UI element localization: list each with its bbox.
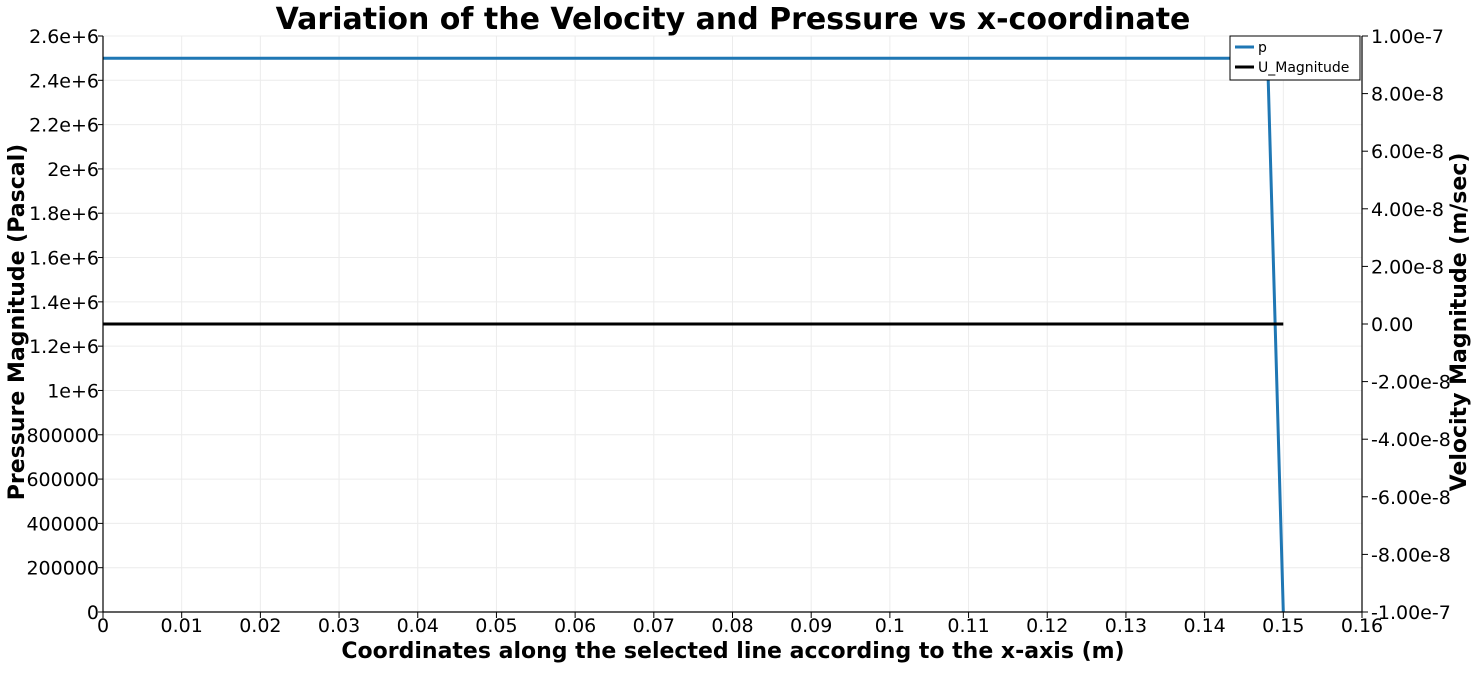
x-tick-label: 0.02: [239, 615, 281, 637]
axes-layer: 0 0.01 0.02 0.03 0.04 0.05 0.06 0.07 0.08 0.09 0.1…: [26, 26, 1450, 637]
legend-label-u-magnitude: U_Magnitude: [1258, 60, 1349, 76]
x-tick-label: 0.12: [1026, 615, 1068, 637]
x-tick-label: 0.16: [1341, 615, 1383, 637]
legend-label-p: p: [1258, 40, 1267, 56]
y-left-tick-label: 600000: [26, 469, 99, 491]
chart-title: Variation of the Velocity and Pressure v…: [276, 2, 1191, 37]
x-tick-label: 0.15: [1262, 615, 1304, 637]
y-left-tick-label: 1e+6: [47, 380, 99, 402]
y-left-tick-label: 400000: [26, 513, 99, 535]
y-right-tick-label: -2.00e-8: [1371, 372, 1451, 394]
x-tick-label: 0.03: [318, 615, 360, 637]
x-tick-label: 0: [97, 615, 109, 637]
x-tick-label: 0.07: [633, 615, 675, 637]
y-left-tick-label: 0: [87, 602, 99, 624]
y-left-tick-label: 1.6e+6: [29, 248, 99, 270]
y-left-tick-label: 1.2e+6: [29, 336, 99, 358]
x-tick-label: 0.06: [554, 615, 596, 637]
y-right-tick-label: 4.00e-8: [1371, 199, 1444, 221]
y-right-tick-label: -6.00e-8: [1371, 487, 1451, 509]
y-right-tick-label: 6.00e-8: [1371, 141, 1444, 163]
y-left-tick-label: 1.4e+6: [29, 292, 99, 314]
y-left-tick-label: 200000: [26, 558, 99, 580]
x-axis-title: Coordinates along the selected line acco…: [341, 639, 1124, 664]
legend[interactable]: p U_Magnitude: [1229, 35, 1361, 81]
y-right-tick-label: -8.00e-8: [1371, 544, 1451, 566]
x-tick-label: 0.09: [790, 615, 832, 637]
y-left-tick-label: 1.8e+6: [29, 203, 99, 225]
series-layer: [103, 56, 1285, 613]
x-tick-label: 0.04: [397, 615, 439, 637]
x-tick-label: 0.1: [875, 615, 905, 637]
y-right-tick-label: 0.00: [1371, 314, 1413, 336]
y-left-tick-label: 2e+6: [47, 159, 99, 181]
y-axis-left-title: Pressure Magnitude (Pascal): [5, 144, 30, 500]
y-right-tick-label: 1.00e-7: [1371, 26, 1444, 48]
y-left-tick-label: 800000: [26, 425, 99, 447]
y-right-tick-label: 8.00e-8: [1371, 84, 1444, 106]
legend-box: [1229, 35, 1361, 81]
y-left-tick-label: 2.2e+6: [29, 115, 99, 137]
x-tick-label: 0.01: [161, 615, 203, 637]
y-right-tick-label: -1.00e-7: [1371, 602, 1451, 624]
x-tick-label: 0.11: [947, 615, 989, 637]
x-tick-label: 0.08: [711, 615, 753, 637]
y-left-tick-label: 2.6e+6: [29, 26, 99, 48]
y-axis-right-title: Velocity Magnitude (m/sec): [1447, 153, 1472, 492]
series-line-p: [103, 56, 1285, 613]
x-tick-label: 0.05: [475, 615, 517, 637]
y-right-tick-label: -4.00e-8: [1371, 429, 1451, 451]
y-left-tick-label: 2.4e+6: [29, 70, 99, 92]
y-right-tick-label: 2.00e-8: [1371, 256, 1444, 278]
x-tick-label: 0.14: [1183, 615, 1225, 637]
x-tick-label: 0.13: [1105, 615, 1147, 637]
